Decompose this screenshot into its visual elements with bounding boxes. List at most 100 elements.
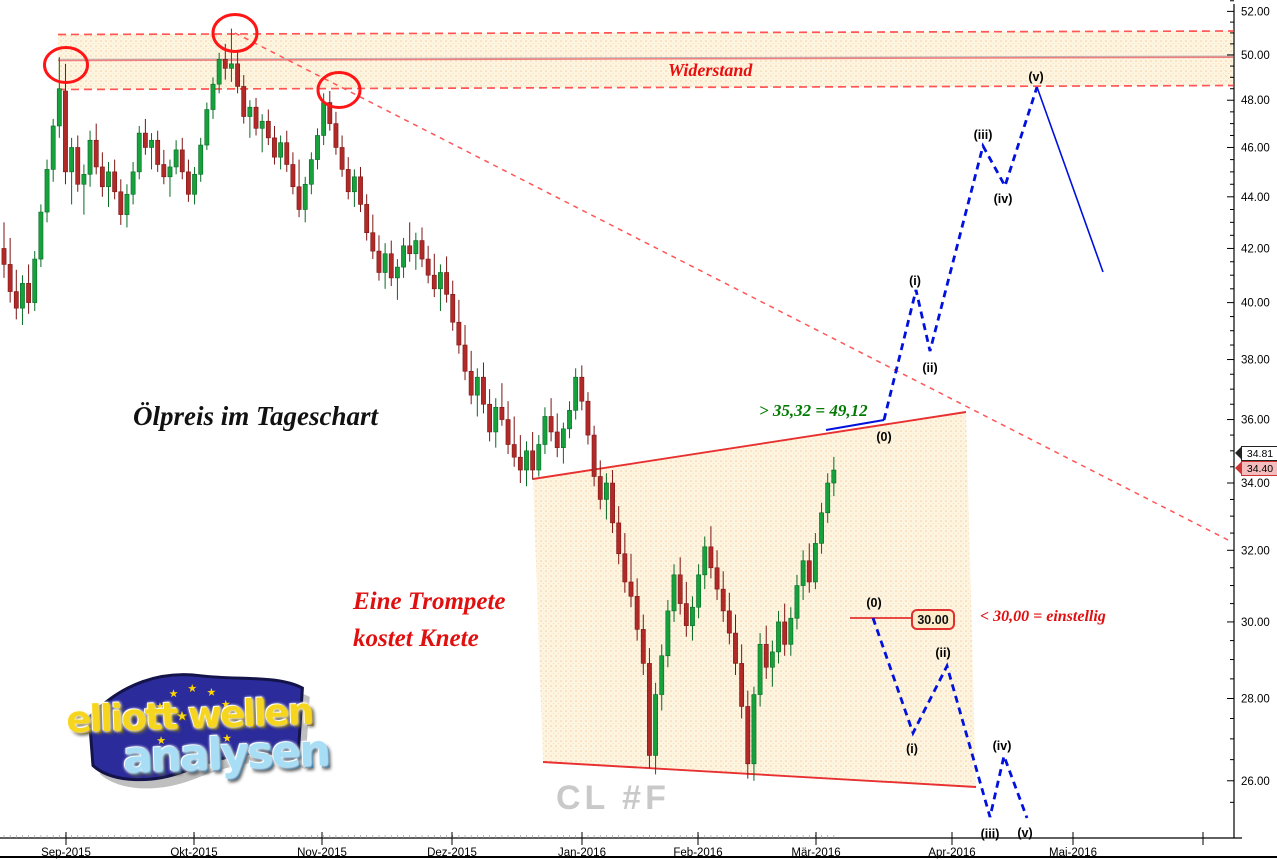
candle-down [99, 152, 105, 197]
candle-down [468, 350, 474, 405]
candle-down [186, 159, 191, 202]
y-tick-label: 32.00 [1241, 545, 1270, 557]
candle-up [690, 596, 695, 641]
candle-down [647, 648, 652, 769]
candle-up [560, 422, 566, 464]
candle-down [708, 526, 714, 579]
y-tick-label: 50.00 [1241, 50, 1270, 62]
candle-down [517, 435, 523, 483]
y-tick-label: 40.00 [1241, 298, 1270, 310]
candle-up [278, 135, 284, 170]
star-icon: ★ [156, 735, 166, 747]
candle-down [425, 245, 431, 284]
star-icon: ★ [155, 701, 165, 713]
candle-up [259, 114, 265, 153]
candle-down [714, 550, 720, 600]
candle-up [567, 401, 572, 439]
candle-up [69, 137, 75, 205]
candle-down [481, 362, 486, 414]
candle-down [763, 625, 769, 679]
candle-down [345, 157, 351, 200]
y-tick-label: 46.00 [1241, 142, 1270, 154]
candle-down [622, 533, 628, 593]
candle-up [308, 152, 314, 195]
candle-down [358, 166, 363, 213]
candle-up [173, 140, 179, 175]
trumpet-annotation-line1: Eine Trompete [353, 588, 506, 615]
candle-up [87, 130, 93, 187]
candle-up [20, 275, 25, 326]
logo-word-analysen: analysen [121, 725, 330, 784]
highlight-circle [211, 13, 259, 53]
candle-down [616, 506, 622, 565]
resistance-bottom-dashed-line [57, 84, 1234, 91]
candle-up [351, 169, 357, 207]
candle-down [462, 325, 468, 381]
candle-down [265, 109, 271, 146]
candle-down [376, 235, 382, 281]
candle-down [161, 149, 167, 185]
resistance-solid-line [57, 56, 1234, 62]
candle-up [216, 52, 222, 94]
price-tag-high: 34.81 [1235, 446, 1277, 461]
trumpet-bottom-line [542, 761, 977, 788]
wave-label: (0) [866, 596, 881, 610]
candle-down [235, 50, 240, 94]
candle-up [819, 502, 824, 554]
candle-up [44, 159, 50, 223]
y-tick-label: 30.00 [1241, 617, 1270, 629]
wave-label: (iii) [981, 827, 1000, 841]
candle-down [610, 470, 615, 534]
candle-down [585, 392, 591, 445]
candle-down [450, 280, 456, 331]
candle-up [136, 125, 142, 180]
candle-up [167, 159, 173, 197]
candle-down [93, 123, 99, 175]
candle-up [302, 176, 308, 223]
y-tick-label: 36.00 [1241, 415, 1270, 427]
candle-up [204, 102, 210, 150]
y-tick-label: 34.00 [1241, 478, 1270, 490]
candle-down [739, 644, 745, 719]
candle-up [124, 184, 130, 228]
candle-down [726, 592, 732, 645]
candle-down [388, 240, 394, 287]
candle-down [487, 389, 493, 442]
candle-up [130, 162, 136, 205]
wave-label: (v) [1017, 826, 1032, 840]
candle-up [81, 164, 87, 215]
candle-down [579, 365, 585, 411]
trumpet-top-line [532, 411, 967, 480]
candle-up [474, 368, 480, 417]
candle-down [640, 614, 646, 675]
candle-down [296, 159, 302, 218]
candle-up [401, 237, 406, 278]
candle-down [333, 111, 339, 155]
candle-up [702, 536, 708, 590]
candle-up [665, 599, 671, 668]
candle-down [634, 578, 640, 641]
candle-up [315, 128, 320, 170]
candle-down [597, 460, 603, 510]
candle-down [118, 179, 124, 225]
bullish-target-note: > 35,32 = 49,12 [759, 401, 868, 420]
candle-up [604, 473, 609, 520]
candle-up [382, 243, 388, 289]
wave-up-projection [882, 86, 1039, 421]
candle-up [776, 610, 781, 664]
candle-up [56, 57, 62, 138]
candle-down [499, 383, 505, 426]
candle-up [794, 574, 800, 630]
highlight-circle [43, 46, 89, 84]
grey-level-line [57, 55, 1234, 60]
candle-down [548, 398, 554, 442]
star-icon: ★ [221, 699, 231, 711]
resistance-top-dashed-line [57, 30, 1234, 36]
y-tick-label: 26.00 [1241, 776, 1270, 788]
candle-down [327, 91, 333, 131]
candle-down [112, 159, 118, 200]
candle-down [733, 614, 738, 675]
candle-down [284, 130, 290, 172]
trumpet-annotation-line2: kostet Knete [353, 625, 479, 652]
